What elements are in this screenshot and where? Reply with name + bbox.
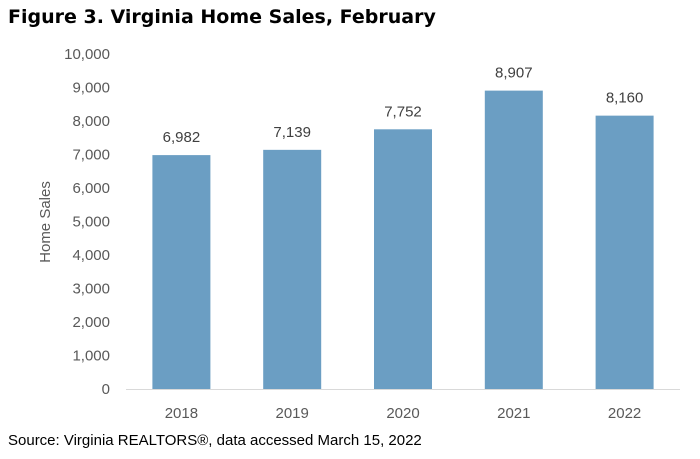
y-tick-label: 5,000	[72, 214, 110, 231]
y-axis-label: Home Sales	[37, 181, 54, 263]
y-tick-label: 10,000	[64, 46, 110, 63]
y-tick-label: 8,000	[72, 113, 110, 130]
bar-2022	[595, 115, 654, 389]
y-tick-label: 3,000	[72, 281, 110, 298]
source-note: Source: Virginia REALTORS®, data accesse…	[8, 432, 422, 449]
x-tick-label: 2018	[165, 405, 198, 422]
x-tick-label: 2021	[497, 405, 530, 422]
x-tick-label: 2022	[608, 405, 641, 422]
y-tick-label: 6,000	[72, 180, 110, 197]
data-label-2022: 8,160	[606, 90, 644, 107]
bar-2019	[263, 149, 322, 389]
y-tick-label: 7,000	[72, 147, 110, 164]
data-label-2018: 6,982	[163, 129, 201, 146]
y-tick-label: 9,000	[72, 80, 110, 97]
bars	[152, 90, 654, 390]
y-axis-ticks: 0 1,000 2,000 3,000 4,000 5,000 6,000 7,000 8,00…	[64, 46, 110, 398]
x-tick-label: 2020	[386, 405, 419, 422]
y-tick-label: 0	[102, 381, 110, 398]
bar-chart: 0 1,000 2,000 3,000 4,000 5,000 6,000 7,000 8,00…	[37, 46, 680, 422]
y-tick-label: 1,000	[72, 348, 110, 365]
data-labels: 6,982 7,139 7,752 8,907 8,160	[163, 65, 644, 146]
data-label-2020: 7,752	[384, 103, 422, 120]
y-tick-label: 2,000	[72, 314, 110, 331]
bar-2020	[374, 129, 432, 390]
y-tick-label: 4,000	[72, 247, 110, 264]
figure-title: Figure 3. Virginia Home Sales, February	[8, 6, 436, 28]
data-label-2021: 8,907	[495, 65, 533, 82]
data-label-2019: 7,139	[273, 124, 311, 141]
x-axis-ticks: 2018 2019 2020 2021 2022	[165, 405, 642, 422]
bar-2018	[152, 155, 211, 389]
x-tick-label: 2019	[276, 405, 309, 422]
bar-2021	[484, 90, 543, 389]
